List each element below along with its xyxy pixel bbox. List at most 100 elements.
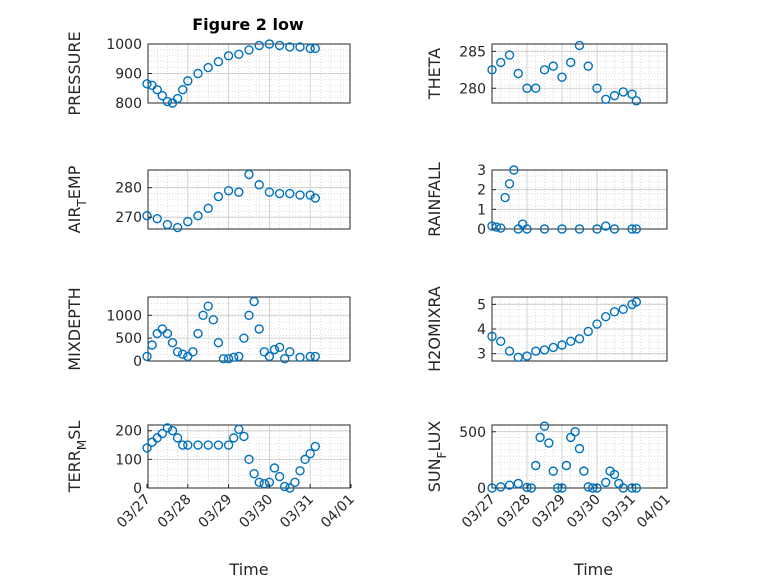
y-tick-label: 0: [477, 222, 486, 238]
data-point: [548, 466, 558, 476]
data-point: [269, 344, 280, 355]
data-point: [259, 479, 269, 489]
data-point: [203, 301, 213, 311]
data-point: [487, 221, 497, 231]
x-tick-label: 04/01: [634, 492, 674, 532]
data-point: [522, 351, 532, 361]
data-point: [193, 211, 203, 221]
data-point: [583, 326, 593, 337]
data-point: [213, 57, 224, 67]
axes-box: [491, 424, 668, 489]
data-point: [254, 477, 264, 487]
data-point: [574, 443, 585, 454]
data-point: [203, 440, 213, 450]
data-point: [574, 334, 585, 344]
y-tick-label: 200: [115, 424, 142, 440]
data-point: [157, 428, 168, 439]
data-point: [172, 347, 183, 357]
data-point: [254, 40, 264, 51]
x-tick-label: 03/28: [155, 492, 195, 532]
data-point: [592, 83, 602, 93]
y-tick-label: 3: [477, 347, 486, 363]
data-point: [583, 482, 593, 492]
data-point: [147, 437, 157, 447]
x-tick-label: 03/30: [236, 492, 276, 532]
y-axis-label: TERRMSL: [65, 421, 89, 494]
y-tick-label: 1000: [106, 308, 142, 324]
data-point: [601, 221, 611, 231]
data-point: [487, 331, 497, 342]
data-point: [496, 57, 506, 68]
y-axis-label: AIRTEMP: [65, 165, 89, 233]
data-point: [522, 224, 532, 234]
data-point: [244, 169, 254, 180]
data-point: [513, 68, 523, 79]
data-point: [305, 190, 315, 200]
data-point: [280, 481, 290, 492]
y-tick-label: 285: [459, 44, 486, 60]
data-point: [310, 351, 320, 362]
data-point: [249, 296, 259, 307]
data-point: [177, 440, 188, 450]
data-point: [513, 352, 523, 363]
data-point: [539, 65, 550, 75]
y-tick-label: 900: [115, 67, 142, 83]
y-tick-label: 280: [115, 181, 142, 197]
data-point: [504, 179, 515, 189]
data-point: [147, 340, 157, 350]
data-point: [264, 187, 275, 197]
data-point: [162, 423, 173, 433]
data-point: [609, 307, 620, 317]
data-point: [310, 441, 320, 452]
data-point: [557, 224, 567, 234]
data-point: [193, 440, 203, 450]
data-point: [570, 427, 580, 437]
x-axis-label: Time: [573, 560, 613, 579]
data-point: [574, 40, 585, 51]
data-point: [566, 336, 576, 347]
y-tick-label: 5: [477, 297, 486, 313]
data-point: [162, 96, 173, 107]
data-point: [522, 83, 532, 93]
y-tick-label: 270: [115, 210, 142, 226]
data-point: [183, 76, 193, 86]
data-point: [264, 351, 275, 362]
data-point: [142, 351, 152, 362]
data-point: [157, 90, 168, 101]
data-point: [208, 315, 219, 325]
data-point: [274, 40, 285, 51]
data-point: [609, 90, 620, 101]
subplot-4: 0 500 1000 MIXDEPTH: [65, 287, 351, 371]
data-point: [500, 192, 510, 203]
y-tick-label: 800: [115, 96, 142, 112]
data-point: [234, 49, 244, 60]
data-point: [557, 72, 567, 82]
data-point: [496, 336, 506, 347]
data-point: [295, 466, 305, 476]
x-tick-label: 03/28: [494, 492, 534, 532]
data-point: [290, 477, 300, 487]
data-point: [631, 96, 642, 106]
data-point: [295, 42, 305, 52]
data-point: [539, 224, 550, 234]
y-axis-label: THETA: [425, 48, 444, 100]
data-point: [531, 460, 541, 471]
data-point: [504, 480, 515, 490]
data-point: [579, 466, 589, 476]
data-point: [228, 433, 239, 443]
data-point: [557, 340, 567, 350]
data-point: [609, 224, 620, 234]
y-tick-label: 3: [477, 163, 486, 179]
data-point: [305, 351, 315, 362]
data-point: [574, 224, 585, 234]
axes-box: [491, 169, 668, 230]
data-point: [198, 310, 208, 320]
data-point: [167, 426, 178, 436]
data-point: [223, 354, 234, 364]
data-point: [592, 319, 602, 329]
data-point: [592, 224, 602, 234]
data-point: [504, 50, 515, 60]
data-point: [203, 203, 213, 214]
data-point: [609, 469, 620, 480]
